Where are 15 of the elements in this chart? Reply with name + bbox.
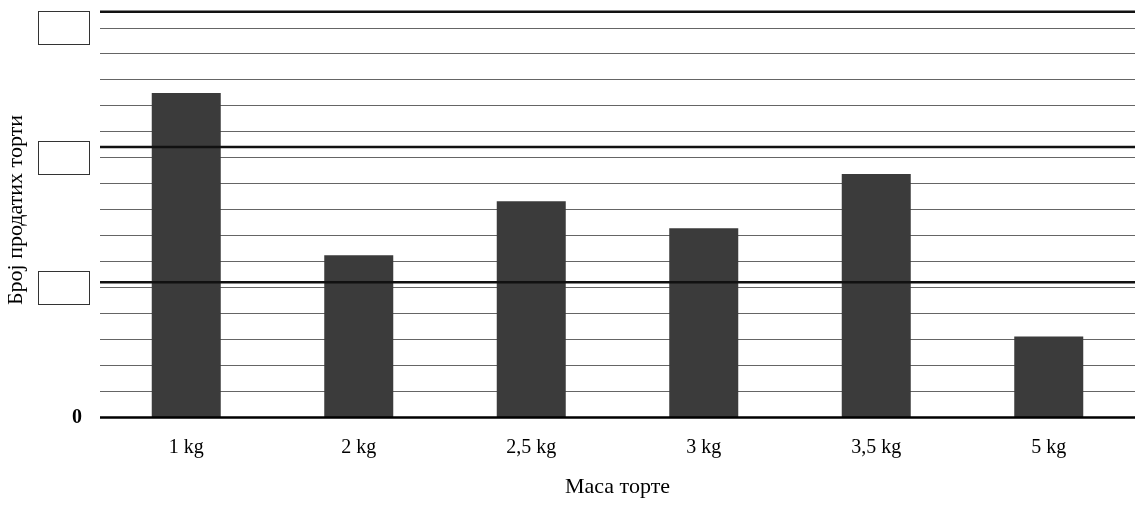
bar [324,255,394,418]
x-tick-label: 3 kg [686,434,722,458]
bar [1014,336,1084,418]
bar [151,92,221,418]
x-axis-title: Маса торте [564,472,671,498]
x-tick-label: 1 kg [168,434,204,458]
bar [669,228,739,418]
y-axis-title: Број продатих торти [2,114,28,306]
x-tick-label: 3,5 kg [851,434,902,458]
bar [496,201,566,418]
bar [841,174,911,418]
text: 0 [72,404,82,427]
x-tick-label: 5 kg [1031,434,1067,458]
x-tick-label: 2 kg [341,434,377,458]
x-tick-label: 2,5 kg [506,434,557,458]
